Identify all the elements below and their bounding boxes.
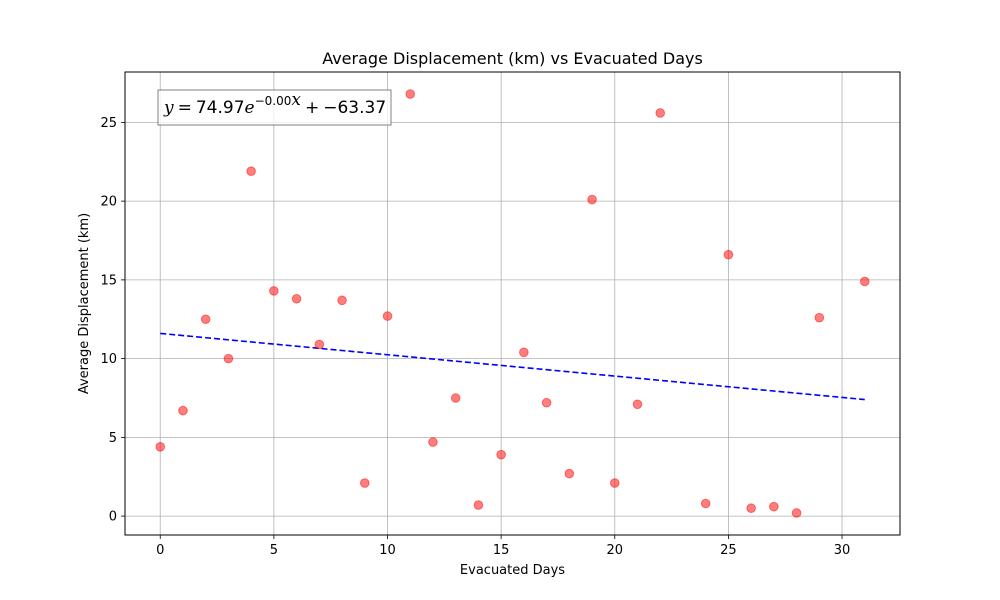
data-point — [814, 312, 825, 323]
y-tick-label: 0 — [109, 510, 117, 525]
data-point — [200, 314, 211, 325]
data-point — [655, 108, 666, 118]
data-point — [246, 166, 256, 177]
y-tick-label: 15 — [100, 273, 117, 288]
axis-ticks: 0 5 10 15 20 25 30 0 5 10 15 20 25 — [100, 116, 850, 558]
data-point — [496, 449, 506, 460]
x-tick-label: 25 — [720, 543, 737, 558]
data-point — [746, 503, 756, 514]
annotation-text: y = 74.97e−0.00x + −63.37 — [163, 90, 386, 118]
data-point — [269, 286, 279, 296]
x-tick-label: 5 — [270, 543, 278, 558]
data-point — [723, 249, 734, 260]
y-tick-label: 20 — [100, 195, 117, 210]
x-tick-label: 15 — [493, 543, 510, 558]
x-tick-label: 30 — [834, 543, 851, 558]
data-point — [791, 508, 802, 518]
fit-line-layer — [160, 332, 865, 401]
data-point — [473, 500, 484, 510]
fit-line — [160, 332, 865, 401]
data-point — [359, 478, 370, 488]
y-tick-label: 10 — [100, 352, 117, 367]
data-point — [178, 405, 188, 416]
grid — [125, 72, 900, 535]
annotation-box — [157, 89, 392, 126]
data-point — [223, 353, 234, 364]
x-tick-label: 10 — [379, 543, 396, 558]
y-tick-label: 25 — [100, 116, 117, 131]
data-point — [450, 393, 461, 403]
x-tick-label: 0 — [156, 543, 164, 558]
data-point — [519, 347, 529, 358]
equation-annotation: y = 74.97e−0.00x + −63.37 — [157, 89, 392, 126]
data-point — [291, 293, 302, 304]
data-points — [155, 89, 870, 518]
data-point — [564, 468, 575, 479]
data-point — [587, 194, 597, 205]
data-point — [382, 311, 393, 321]
x-tick-label: 20 — [606, 543, 623, 558]
data-point — [700, 498, 711, 509]
chart-title: Average Displacement (km) vs Evacuated D… — [322, 49, 703, 68]
data-point — [859, 276, 870, 287]
data-point — [541, 397, 552, 408]
y-axis-label: Average Displacement (km) — [77, 213, 92, 394]
data-point — [632, 399, 643, 410]
data-point — [609, 478, 620, 488]
data-point — [769, 501, 779, 512]
data-point — [337, 295, 347, 306]
data-point — [155, 442, 166, 452]
x-axis-label: Evacuated Days — [460, 563, 565, 578]
data-point — [314, 339, 325, 350]
plot-frame — [124, 71, 901, 536]
data-point — [405, 89, 416, 99]
y-tick-label: 5 — [109, 431, 117, 446]
data-point — [428, 437, 438, 447]
